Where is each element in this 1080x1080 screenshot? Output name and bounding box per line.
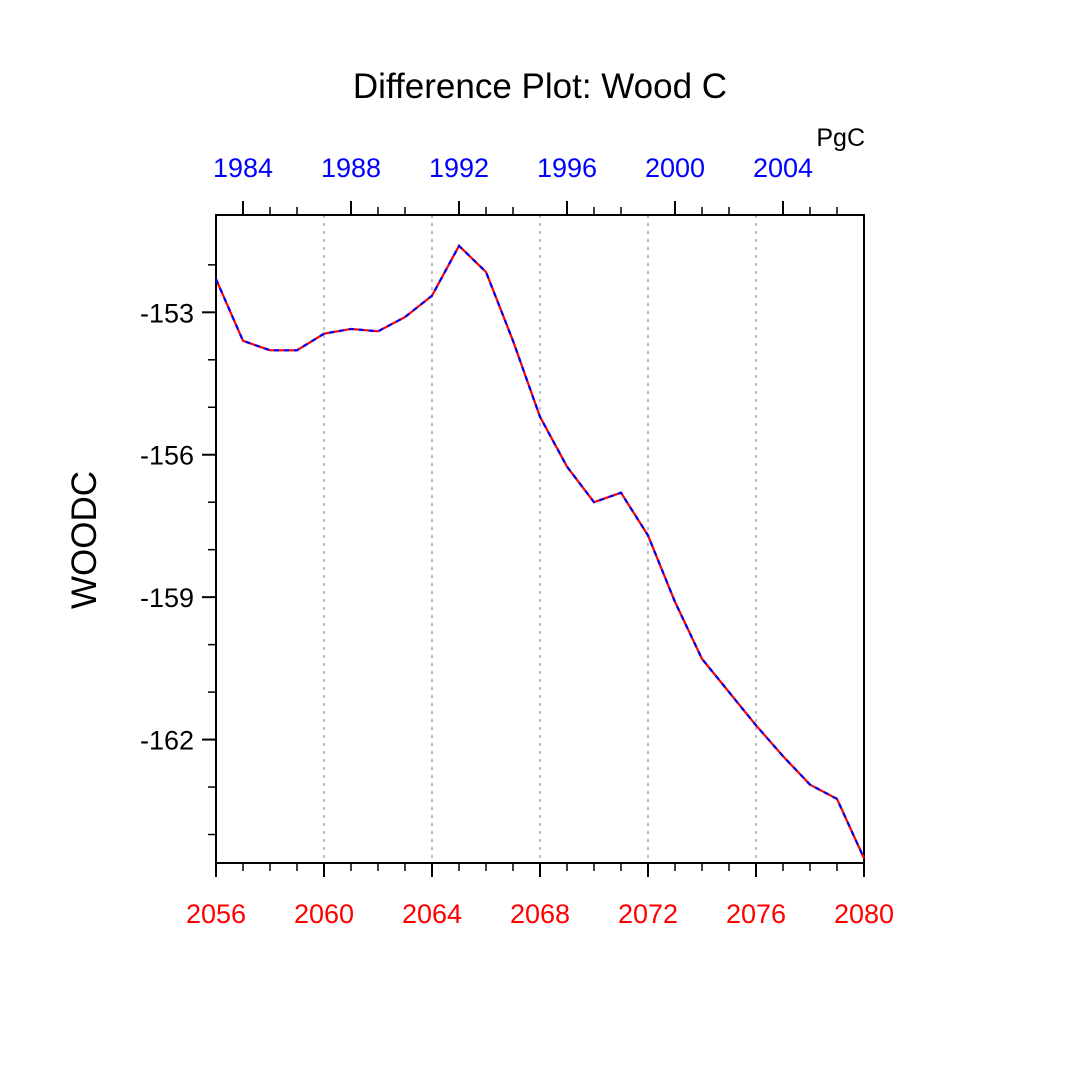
x-tick-label: 2080 — [834, 899, 894, 929]
y-axis-label: WOODC — [65, 471, 104, 609]
top-tick-label: 2004 — [753, 153, 813, 183]
top-tick-label: 1984 — [213, 153, 273, 183]
series-line-blue — [214, 244, 866, 859]
y-tick-label: -153 — [140, 298, 194, 328]
tick-labels: 2056 2060 2064 2068 2072 2076 2080 1984 1988 1992… — [140, 153, 894, 929]
x-tick-label: 2064 — [402, 899, 462, 929]
plot-frame — [215, 214, 865, 864]
x-tick-label: 2072 — [618, 899, 678, 929]
series-group — [214, 244, 866, 859]
units-label: PgC — [816, 124, 865, 152]
grid-lines — [323, 215, 757, 863]
x-tick-label: 2068 — [510, 899, 570, 929]
top-tick-label: 1988 — [321, 153, 381, 183]
y-tick-label: -159 — [140, 583, 194, 613]
y-tick-label: -156 — [140, 441, 194, 471]
top-tick-label: 2000 — [645, 153, 705, 183]
x-tick-label: 2056 — [186, 899, 246, 929]
chart-title: Difference Plot: Wood C — [353, 67, 727, 106]
top-tick-label: 1996 — [537, 153, 597, 183]
axis-ticks — [202, 201, 865, 877]
x-tick-label: 2076 — [726, 899, 786, 929]
top-tick-label: 1992 — [429, 153, 489, 183]
x-tick-label: 2060 — [294, 899, 354, 929]
y-tick-label: -162 — [140, 726, 194, 756]
